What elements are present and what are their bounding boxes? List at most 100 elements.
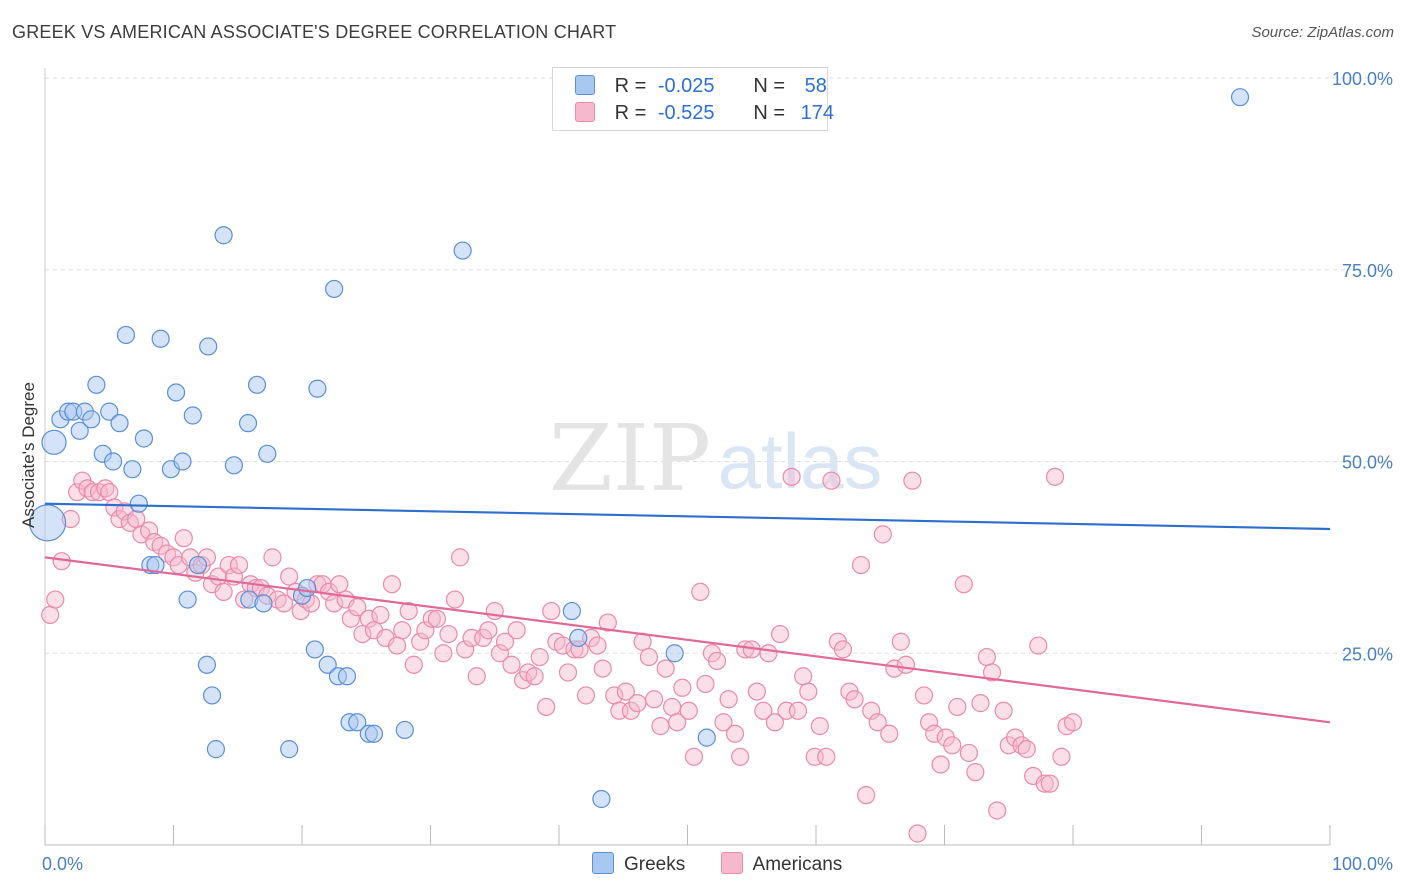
americans-points [41,467,1083,843]
americans-point [696,674,715,694]
americans-point [479,621,498,640]
legend-n-label: N = [753,75,786,97]
legend-item-greeks[interactable]: Greeks [592,852,685,876]
americans-point [219,555,238,575]
greeks-point [569,628,588,648]
americans-point [502,655,521,674]
americans-point [422,609,441,628]
greeks-point [41,429,67,455]
americans-trend-line [44,556,1331,724]
americans-point [971,694,990,713]
greeks-point [28,504,67,542]
americans-point [399,601,418,621]
americans-point [684,747,704,766]
y-tick-label: 25.0% [1342,644,1393,664]
americans-point [229,555,249,575]
y-tick-label: 75.0% [1342,261,1393,281]
americans-point [908,824,927,843]
americans-point [100,483,119,502]
legend-item-americans[interactable]: Americans [720,852,842,876]
americans-point [1063,713,1083,732]
greeks-point [238,414,258,433]
americans-point [576,686,596,705]
americans-point [46,590,65,609]
americans-point [450,548,470,567]
americans-point [943,736,962,755]
americans-point [280,567,299,586]
americans-point [714,713,733,732]
x-tick-label-max: 100.0% [1332,854,1393,874]
americans-point [214,582,233,601]
greeks-point [224,456,243,475]
legend-r-value: -0.525 [657,102,715,124]
americans-point [891,632,910,651]
americans-point [174,529,193,548]
greeks-point [104,452,123,471]
greeks-point [665,644,684,663]
legend-n-value: 58 [804,75,827,97]
watermark: ZIP atlas [549,405,882,512]
americans-point [105,498,124,517]
americans-point [353,624,372,644]
greeks-point [348,713,367,732]
americans-point [880,724,899,743]
americans-point [662,697,682,717]
americans-point [644,690,664,709]
greeks-point [146,555,165,575]
americans-point [731,747,750,766]
americans-point [668,713,687,732]
americans-point [782,467,801,486]
americans-point [885,659,904,678]
americans-point [799,682,818,701]
greeks-point [325,279,344,299]
legend-row-greeks: R = -0.025 N = 58 [575,75,827,101]
greeks-point [254,594,273,613]
americans-point [371,605,390,625]
legend-n-label: N = [753,102,786,124]
americans-point [434,644,453,663]
greeks-point [258,444,277,463]
greeks-point [70,421,89,440]
watermark-atlas: atlas [718,417,883,505]
americans-point [542,601,561,621]
americans-point [857,786,876,805]
americans-point [330,575,349,594]
americans-point [1045,467,1065,486]
greeks-point [166,383,186,402]
americans-point [588,636,607,655]
americans-point [1035,774,1054,793]
americans-point [139,521,159,540]
americans-point [530,647,549,667]
americans-point [274,594,294,613]
americans-point [537,697,556,717]
americans-point [994,701,1013,720]
americans-point [679,701,698,720]
americans-point [691,582,710,601]
greeks-point [305,640,324,659]
greeks-point [298,578,317,598]
y-axis-label: Associate's Degree [19,382,38,528]
series-legend: Greeks Americans [592,852,872,876]
americans-point [490,644,509,663]
americans-point [639,647,659,667]
americans-point [558,663,578,682]
americans-point [263,548,282,567]
americans-point [1052,747,1071,766]
americans-legend-swatch [720,852,743,874]
y-tick-label: 50.0% [1342,453,1393,473]
americans-point [925,724,944,743]
americans-point [445,590,465,609]
greeks-legend-swatch [592,852,614,874]
greeks-point [562,601,581,621]
americans-point [788,701,808,720]
greeks-point [183,406,202,425]
americans-point [598,613,617,632]
greeks-point [214,226,233,245]
greeks-point [453,241,472,260]
greeks-point [188,555,208,575]
americans-point [896,655,916,674]
americans-point [525,667,544,686]
americans-point [845,690,864,709]
correlation-legend: R = -0.025 N = 58 R = -0.525 N = 174 [552,67,834,131]
